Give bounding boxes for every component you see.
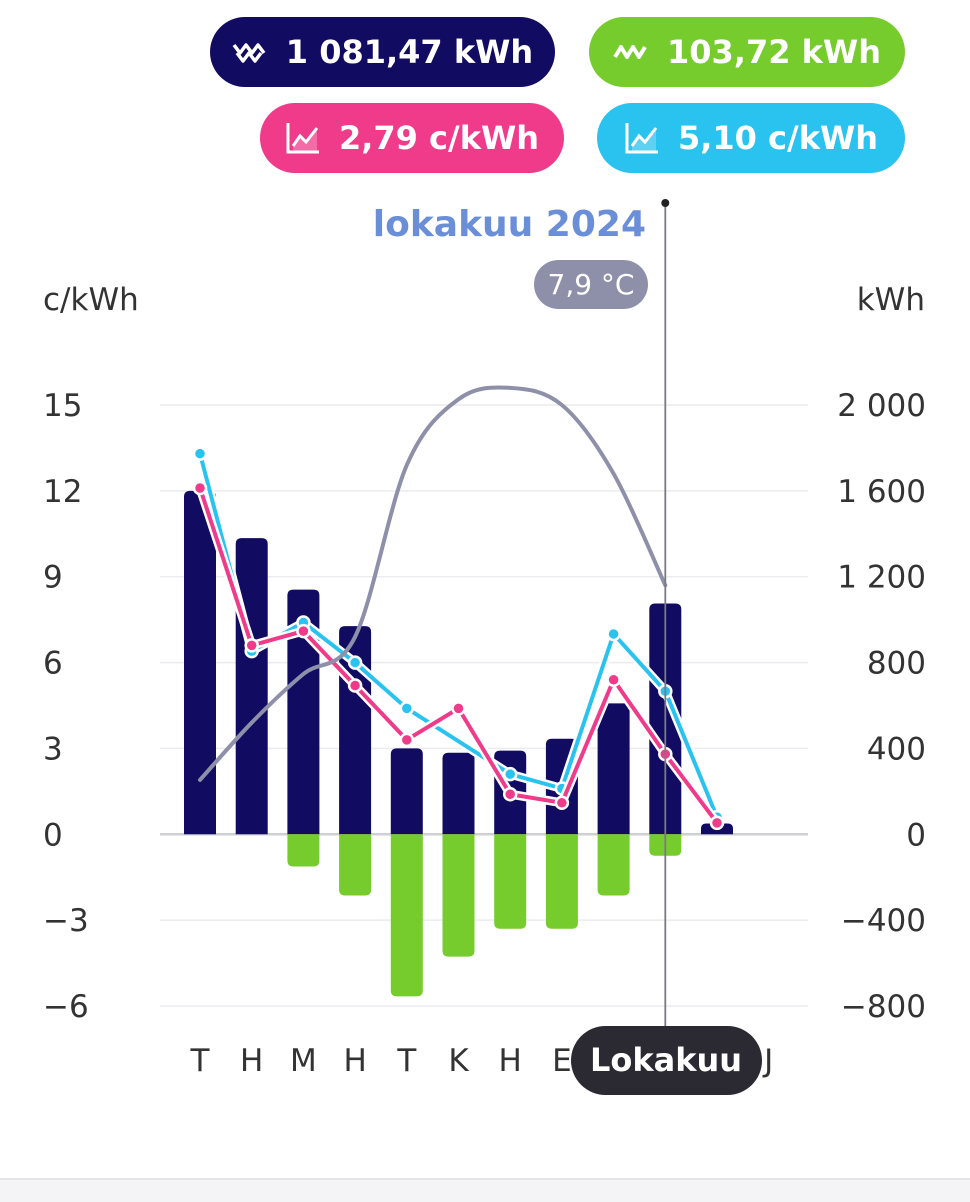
left-axis-unit: c/kWh [43, 282, 139, 318]
price-point-blue[interactable] [502, 766, 518, 782]
x-axis-tick: H [343, 1043, 366, 1079]
price-blue-pill[interactable]: 5,10 c/kWh [597, 103, 905, 173]
production-bar[interactable] [287, 834, 320, 867]
price-point-pink[interactable] [606, 672, 621, 687]
price-point-blue[interactable] [347, 655, 363, 670]
left-axis-tick: −6 [43, 989, 89, 1025]
lines [192, 385, 725, 831]
temperature-badge [534, 260, 648, 309]
left-axis-tick: 6 [43, 646, 63, 682]
consumption-bar[interactable] [235, 538, 268, 835]
production-bar[interactable] [390, 834, 423, 997]
price-point-pink[interactable] [347, 678, 363, 693]
production-wave-icon [613, 45, 647, 59]
tooltip-background [571, 1026, 762, 1095]
production-bar[interactable] [494, 834, 527, 929]
x-axis-tick: T [396, 1043, 417, 1079]
right-axis-tick: 800 [867, 646, 926, 682]
consumption-total-pill[interactable]: 1 081,47 kWh [210, 17, 555, 87]
consumption-bar[interactable] [184, 490, 216, 835]
temperature-line [198, 385, 668, 782]
month-tooltip: Lokakuu [571, 1026, 762, 1095]
price-point-pink[interactable] [709, 815, 725, 831]
consumption-wave-icon [232, 43, 266, 63]
line-chart-icon [625, 123, 658, 154]
production-bar[interactable] [339, 834, 372, 896]
price-pink-label: 2,79 c/kWh [338, 119, 540, 157]
consumption-bar[interactable] [597, 703, 630, 835]
production-total-label: 103,72 kWh [667, 33, 881, 71]
price-point-pink[interactable] [296, 623, 311, 639]
x-axis-tick: J [762, 1043, 773, 1079]
price-point-blue[interactable] [399, 701, 415, 716]
price-point-blue[interactable] [606, 626, 621, 642]
consumption-total-label: 1 081,47 kWh [285, 33, 534, 71]
price-point-blue[interactable] [192, 446, 208, 461]
right-axis-tick: 1 200 [837, 560, 926, 596]
left-axis-tick: 0 [43, 817, 63, 853]
consumption-bar[interactable] [442, 752, 475, 835]
temperature-value: 7,9 °C [548, 268, 635, 301]
x-axis-tick: K [448, 1043, 469, 1079]
production-total-pill[interactable]: 103,72 kWh [589, 17, 905, 87]
selected-period: lokakuu 2024 [373, 204, 646, 245]
price-point-pink[interactable] [554, 795, 570, 811]
consumption-bar[interactable] [287, 589, 320, 835]
energy-chart[interactable]: c/kWh kWh 15 12 9 6 3 0 −3 −6 2 000 1 600 1 200 800… [0, 0, 970, 1170]
selection-indicator: lokakuu 2024 7,9 °C [373, 199, 670, 1028]
x-axis-tick: E [552, 1043, 572, 1079]
price-pink-pill[interactable]: 2,79 c/kWh [260, 103, 564, 173]
left-axis-tick: 9 [43, 560, 63, 596]
price-point-pink[interactable] [244, 638, 259, 653]
grid-lines [160, 404, 808, 1007]
price-blue-label: 5,10 c/kWh [677, 119, 879, 157]
selection-dot [661, 199, 670, 207]
left-axis-tick: −3 [43, 903, 89, 939]
left-axis-tick: 12 [43, 474, 82, 510]
consumption-bar[interactable] [390, 748, 423, 835]
bottom-bar [0, 1178, 970, 1202]
right-axis-tick: 0 [906, 817, 926, 853]
right-axis-tick: 2 000 [837, 388, 926, 424]
production-bar[interactable] [597, 834, 630, 896]
price-point-pink[interactable] [502, 786, 518, 802]
right-axis-tick: 1 600 [837, 474, 926, 510]
right-axis-tick: 400 [867, 731, 926, 767]
x-axis-tick: M [290, 1043, 317, 1079]
price-point-pink[interactable] [192, 480, 208, 496]
line-chart-icon [286, 123, 319, 154]
price-point-pink[interactable] [399, 732, 415, 748]
left-axis-tick: 15 [43, 388, 82, 424]
right-axis-tick: −400 [841, 903, 926, 939]
x-axis-tick: H [499, 1043, 522, 1079]
left-axis-tick: 3 [43, 731, 63, 767]
production-bar[interactable] [545, 834, 578, 929]
right-axis-unit: kWh [857, 282, 925, 318]
price-point-pink[interactable] [451, 701, 466, 716]
production-bar[interactable] [442, 834, 475, 957]
x-axis-tick: T [190, 1043, 211, 1079]
tooltip-label: Lokakuu [590, 1041, 742, 1079]
right-axis-tick: −800 [841, 989, 926, 1025]
x-axis-tick: H [240, 1043, 263, 1079]
axes: c/kWh kWh 15 12 9 6 3 0 −3 −6 2 000 1 600 1 200 800… [43, 282, 926, 1079]
